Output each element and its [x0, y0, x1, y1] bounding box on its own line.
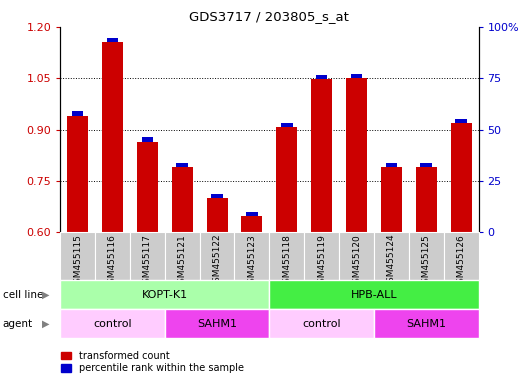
Bar: [385, 163, 397, 167]
Bar: [304, 232, 339, 280]
Bar: [67, 116, 88, 232]
Text: GSM455116: GSM455116: [108, 234, 117, 289]
Bar: [207, 198, 228, 232]
Bar: [60, 232, 95, 280]
Text: KOPT-K1: KOPT-K1: [142, 290, 188, 300]
Text: GSM455119: GSM455119: [317, 234, 326, 289]
Bar: [60, 309, 165, 338]
Text: GSM455120: GSM455120: [352, 234, 361, 288]
Text: GSM455115: GSM455115: [73, 234, 82, 289]
Text: ▶: ▶: [42, 319, 50, 329]
Text: GSM455117: GSM455117: [143, 234, 152, 289]
Bar: [451, 123, 472, 232]
Text: HPB-ALL: HPB-ALL: [350, 290, 397, 300]
Bar: [200, 232, 234, 280]
Bar: [137, 142, 158, 232]
Bar: [444, 232, 479, 280]
Bar: [165, 232, 200, 280]
Text: GSM455122: GSM455122: [212, 234, 222, 288]
Bar: [246, 212, 258, 216]
Bar: [351, 74, 362, 78]
Bar: [316, 75, 327, 79]
Bar: [95, 232, 130, 280]
Text: GSM455123: GSM455123: [247, 234, 256, 288]
Text: GSM455125: GSM455125: [422, 234, 431, 288]
Text: SAHM1: SAHM1: [406, 318, 446, 329]
Text: GSM455124: GSM455124: [387, 234, 396, 288]
Text: cell line: cell line: [3, 290, 43, 300]
Text: control: control: [302, 318, 341, 329]
Bar: [102, 42, 123, 232]
Bar: [416, 167, 437, 232]
Bar: [269, 309, 374, 338]
Bar: [281, 123, 292, 127]
Bar: [130, 232, 165, 280]
Bar: [374, 309, 479, 338]
Bar: [107, 38, 118, 42]
Bar: [172, 167, 192, 232]
Bar: [346, 78, 367, 232]
Bar: [269, 232, 304, 280]
Bar: [311, 79, 332, 232]
Text: GSM455118: GSM455118: [282, 234, 291, 289]
Legend: transformed count, percentile rank within the sample: transformed count, percentile rank withi…: [57, 347, 247, 377]
Bar: [456, 119, 467, 123]
Bar: [374, 232, 409, 280]
Text: ▶: ▶: [42, 290, 50, 300]
Text: GSM455121: GSM455121: [178, 234, 187, 288]
Text: SAHM1: SAHM1: [197, 318, 237, 329]
Bar: [269, 280, 479, 309]
Bar: [409, 232, 444, 280]
Bar: [242, 216, 263, 232]
Bar: [276, 127, 297, 232]
Bar: [72, 111, 83, 116]
Text: agent: agent: [3, 319, 33, 329]
Bar: [176, 163, 188, 167]
Bar: [381, 167, 402, 232]
Bar: [339, 232, 374, 280]
Bar: [142, 137, 153, 142]
Bar: [211, 194, 223, 198]
Bar: [420, 163, 432, 167]
Text: GSM455126: GSM455126: [457, 234, 465, 288]
Bar: [165, 309, 269, 338]
Title: GDS3717 / 203805_s_at: GDS3717 / 203805_s_at: [189, 10, 349, 23]
Bar: [234, 232, 269, 280]
Text: control: control: [93, 318, 132, 329]
Bar: [60, 280, 269, 309]
